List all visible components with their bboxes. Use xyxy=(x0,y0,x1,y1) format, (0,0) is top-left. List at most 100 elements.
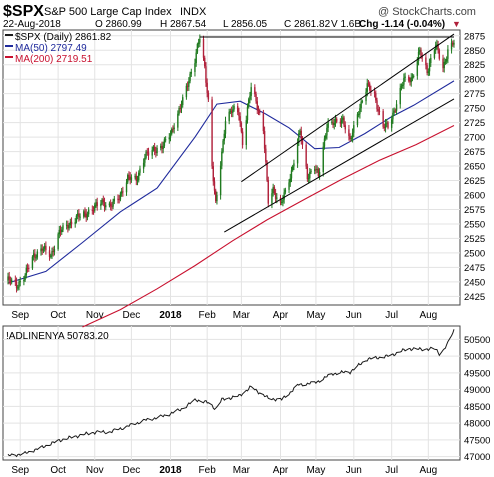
candle-body xyxy=(134,175,136,178)
candle-body xyxy=(45,245,47,251)
candle-body xyxy=(342,117,344,121)
candle-body xyxy=(357,114,360,116)
candle-body xyxy=(250,87,252,96)
candle-body xyxy=(411,76,414,78)
index-name: S&P 500 Large Cap Index xyxy=(44,6,172,18)
candle-body xyxy=(199,38,201,43)
price-x-tick-label: 2018 xyxy=(159,310,182,321)
price-y-tick-label: 2575 xyxy=(464,205,485,216)
candle-body xyxy=(443,61,445,69)
candle-body xyxy=(52,251,54,253)
breadth-x-tick-label: Sep xyxy=(11,465,29,476)
candle-body xyxy=(353,125,355,133)
candle-body xyxy=(438,50,441,59)
candle-body xyxy=(24,275,26,281)
candle-body xyxy=(425,57,427,66)
candle-body xyxy=(41,248,43,251)
candle-body xyxy=(145,151,147,158)
breadth-panel-title: !ADLINENYA 50783.20 xyxy=(6,331,109,342)
candle-body xyxy=(436,44,438,46)
change-down-marker: ▼ xyxy=(452,19,461,29)
price-panel-frame xyxy=(2,29,461,306)
breadth-x-tick-label: Mar xyxy=(233,465,251,476)
candle-body xyxy=(135,175,138,181)
candle-body xyxy=(434,45,437,51)
candle-body xyxy=(272,187,274,194)
candle-body xyxy=(237,106,239,113)
breadth-y-tick-label: 50000 xyxy=(464,352,490,363)
candle-body xyxy=(205,66,207,83)
candle-body xyxy=(453,42,455,45)
candle-body xyxy=(403,77,405,85)
candle-body xyxy=(129,176,131,180)
candle-body xyxy=(9,279,12,283)
breadth-x-tick-label: Oct xyxy=(50,465,66,476)
candle-body xyxy=(130,177,133,180)
candle-body xyxy=(241,131,244,146)
candle-body xyxy=(188,81,190,87)
price-y-tick-label: 2675 xyxy=(464,147,485,158)
candle-body xyxy=(394,110,397,112)
candle-body xyxy=(177,113,179,128)
candle-body xyxy=(292,166,294,171)
symbol-title: $SPX xyxy=(3,3,44,20)
candle-body xyxy=(7,276,9,281)
candle-body xyxy=(248,99,250,107)
price-x-tick-label: Jul xyxy=(385,310,398,321)
breadth-x-tick-label: Apr xyxy=(273,465,289,476)
trend-channel-lines xyxy=(199,33,455,233)
candle-body xyxy=(427,71,430,73)
candle-body xyxy=(15,281,18,289)
candle-body xyxy=(296,142,299,164)
candle-body xyxy=(288,182,290,190)
candle-body xyxy=(118,199,120,201)
candle-body xyxy=(399,87,401,105)
candle-body xyxy=(368,83,371,90)
price-x-tick-label: May xyxy=(306,310,325,321)
breadth-x-tick-label: Nov xyxy=(86,465,104,476)
candle-body xyxy=(387,122,389,128)
candle-body xyxy=(179,107,181,109)
candle-body xyxy=(349,136,351,140)
candle-body xyxy=(146,151,148,153)
breadth-x-tick-label: 2018 xyxy=(159,465,182,476)
candle-body xyxy=(162,145,164,150)
breadth-x-tick-label: May xyxy=(306,465,325,476)
candle-body xyxy=(333,122,335,125)
candle-body xyxy=(40,248,42,252)
candle-body xyxy=(112,201,114,207)
price-y-tick-label: 2550 xyxy=(464,219,485,230)
candle-body xyxy=(238,112,240,117)
candle-body xyxy=(212,166,214,182)
breadth-y-tick-label: 50500 xyxy=(464,335,490,346)
candle-body xyxy=(186,85,189,87)
candle-body xyxy=(233,106,235,110)
candle-body xyxy=(257,109,260,111)
candle-body xyxy=(117,198,119,200)
candle-body xyxy=(228,111,230,122)
candle-body xyxy=(326,127,328,136)
candle-body xyxy=(128,174,130,177)
breadth-y-tick-label: 48000 xyxy=(464,419,490,430)
candle-body xyxy=(274,192,277,199)
price-x-tick-label: Aug xyxy=(419,310,437,321)
candle-body xyxy=(59,229,62,233)
candle-body xyxy=(229,110,232,112)
candle-body xyxy=(351,132,354,139)
candle-body xyxy=(428,63,431,72)
candle-body xyxy=(58,229,61,235)
candle-body xyxy=(122,191,124,193)
candle-body xyxy=(31,256,34,269)
candle-body xyxy=(120,191,123,194)
candle-body xyxy=(282,199,284,202)
candle-body xyxy=(360,101,362,109)
candle-body xyxy=(370,89,372,92)
candle-body xyxy=(384,123,387,128)
candle-body xyxy=(195,52,197,64)
price-y-tick-label: 2850 xyxy=(464,46,485,57)
candle-body xyxy=(430,57,432,64)
candle-body xyxy=(265,148,267,162)
candle-body xyxy=(79,216,81,218)
series-line-ma200 xyxy=(82,125,455,328)
candle-body xyxy=(185,85,188,98)
